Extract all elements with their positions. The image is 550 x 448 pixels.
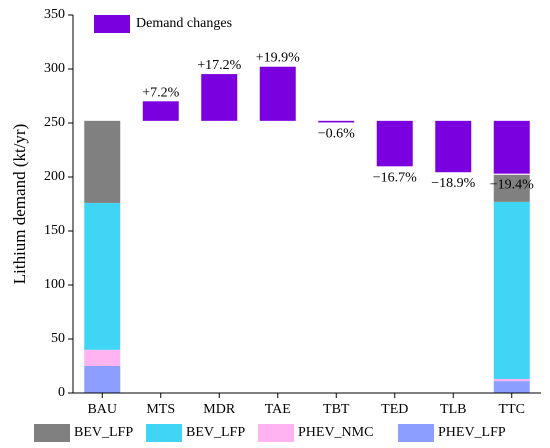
- x-tick-label-tlb: TLB: [440, 402, 466, 417]
- y-tick-label: 300: [44, 61, 65, 76]
- data-labels: +7.2% +17.2% +19.9% −0.6% −16.7% −18.9% −19.4%: [142, 51, 534, 193]
- change-bar-tlb: [435, 120, 472, 173]
- y-axis-title: Lithium demand (kt/yr): [10, 124, 29, 285]
- legend-label-bev-lfp-1: BEV_LFP: [186, 425, 245, 440]
- legend-swatch-demand-changes: [94, 15, 130, 33]
- change-bar-mts: [142, 101, 179, 121]
- change-bar-mdr: [201, 74, 238, 121]
- stack-segment-bau-phev-lfp-0: [84, 366, 121, 393]
- stack-segment-bau-bev-lfp-2: [84, 202, 121, 350]
- legend-label-demand-changes: Demand changes: [136, 16, 232, 31]
- change-label-ttc: −19.4%: [490, 178, 534, 193]
- legend-label-phev-lfp-3: PHEV_LFP: [438, 425, 506, 440]
- x-tick-label-tae: TAE: [265, 402, 291, 417]
- legend-top: Demand changes: [94, 15, 232, 33]
- stack-segment-ttc-bev-lfp-3: [493, 174, 530, 202]
- y-tick-label: 350: [44, 7, 65, 22]
- change-label-tae: +19.9%: [256, 51, 300, 66]
- x-tick-label-mts: MTS: [146, 402, 175, 417]
- change-bar-tae: [259, 66, 296, 121]
- stack-segment-ttc-bev-lfp-2: [493, 201, 530, 379]
- y-tick-label: 200: [44, 169, 65, 184]
- y-tick-label: 50: [51, 331, 65, 346]
- stack-segment-ttc-phev-nmc-1: [493, 378, 530, 382]
- x-tick-label-bau: BAU: [87, 402, 117, 417]
- y-tick-label: 0: [58, 385, 65, 400]
- x-tick-label-tbt: TBT: [323, 402, 350, 417]
- change-bar-tbt: [318, 120, 355, 123]
- legend-swatch-phev-lfp-3: [398, 424, 434, 442]
- legend-swatch-bev-lfp-1: [146, 424, 182, 442]
- x-tick-label-ted: TED: [381, 402, 408, 417]
- stack-segment-bau-bev-lfp-3: [84, 120, 121, 203]
- x-tick-label-ttc: TTC: [499, 402, 525, 417]
- change-bar-ted: [376, 120, 413, 167]
- legend-label-phev-nmc-2: PHEV_NMC: [298, 425, 373, 440]
- x-tick-label-mdr: MDR: [203, 402, 236, 417]
- change-label-mts: +7.2%: [142, 85, 179, 100]
- legend-bottom: BEV_LFP BEV_LFP PHEV_NMC PHEV_LFP: [34, 424, 506, 442]
- change-bar-ttc: [493, 120, 530, 174]
- axes: Lithium demand (kt/yr): [10, 15, 541, 394]
- plot-area: [84, 66, 530, 393]
- legend-swatch-bev-lfp-0: [34, 424, 70, 442]
- change-label-ted: −16.7%: [373, 170, 417, 185]
- y-tick-label: 150: [44, 223, 65, 238]
- tick-labels: 0 50 100 150 200 250 300 350 BAU MTS MDR TAE TBT TED T…: [44, 7, 525, 417]
- y-tick-label: 100: [44, 277, 65, 292]
- y-tick-label: 250: [44, 115, 65, 130]
- change-label-mdr: +17.2%: [197, 58, 241, 73]
- change-label-tbt: −0.6%: [318, 126, 355, 141]
- legend-label-bev-lfp-0: BEV_LFP: [74, 425, 133, 440]
- stack-segment-bau-phev-nmc-1: [84, 349, 121, 366]
- change-label-tlb: −18.9%: [431, 176, 475, 191]
- stack-segment-ttc-phev-lfp-0: [493, 381, 530, 393]
- legend-swatch-phev-nmc-2: [258, 424, 294, 442]
